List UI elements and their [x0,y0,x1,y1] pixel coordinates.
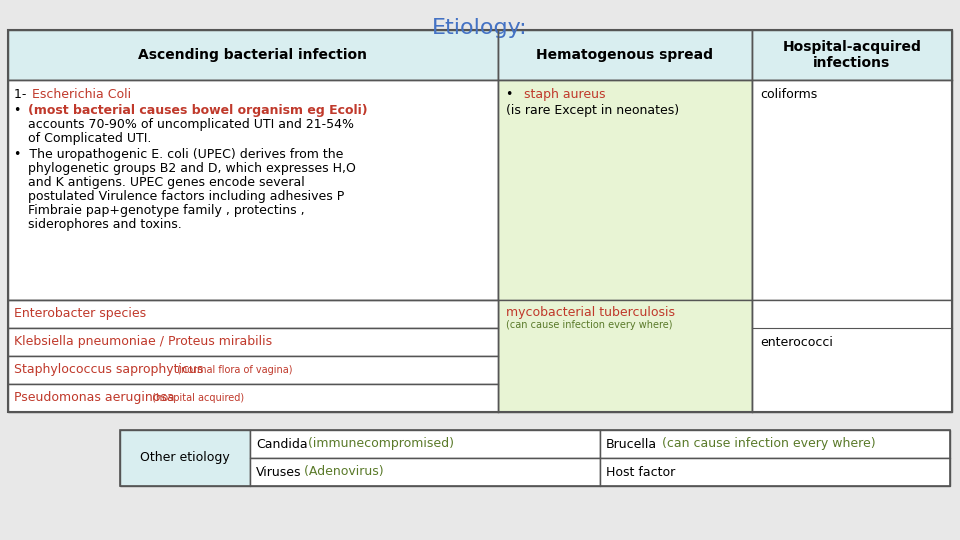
Text: (most bacterial causes bowel organism eg Ecoli): (most bacterial causes bowel organism eg… [28,104,368,117]
Text: •: • [14,104,30,117]
Text: (Adenovirus): (Adenovirus) [300,465,384,478]
Bar [498,30,752,80]
Text: mycobacterial tuberculosis: mycobacterial tuberculosis [506,306,675,319]
Bar [498,300,752,412]
Text: (can cause infection every where): (can cause infection every where) [658,437,876,450]
Text: •: • [506,88,525,101]
Bar [498,80,752,300]
Text: •  The uropathogenic E. coli (UPEC) derives from the: • The uropathogenic E. coli (UPEC) deriv… [14,148,344,161]
Text: enterococci: enterococci [760,335,833,348]
Bar [752,30,952,80]
Text: and K antigens. UPEC genes encode several: and K antigens. UPEC genes encode severa… [28,176,304,189]
Text: Brucella: Brucella [606,437,658,450]
Text: coliforms: coliforms [760,88,817,101]
Bar [752,80,952,300]
Text: phylogenetic groups B2 and D, which expresses H,O: phylogenetic groups B2 and D, which expr… [28,162,356,175]
Text: Staphylococcus saprophyticus: Staphylococcus saprophyticus [14,363,204,376]
Bar [8,80,498,300]
Text: (immunecompromised): (immunecompromised) [304,437,454,450]
Bar [120,430,250,486]
Text: Other etiology: Other etiology [140,451,229,464]
Bar [8,30,498,80]
Bar [8,300,498,328]
Text: (is rare Except in neonates): (is rare Except in neonates) [506,104,679,117]
Text: Hematogenous spread: Hematogenous spread [537,48,713,62]
Text: Candida: Candida [256,437,307,450]
Text: staph aureus: staph aureus [524,88,606,101]
Text: (can cause infection every where): (can cause infection every where) [506,320,673,330]
Text: Viruses: Viruses [256,465,301,478]
Text: Fimbraie pap+genotype family , protectins ,: Fimbraie pap+genotype family , protectin… [28,204,304,217]
Bar [250,458,600,486]
Bar [120,430,950,486]
Text: Etiology:: Etiology: [432,18,528,38]
Bar [600,430,950,458]
Text: (normal flora of vagina): (normal flora of vagina) [174,365,293,375]
Text: postulated Virulence factors including adhesives P: postulated Virulence factors including a… [28,190,345,203]
Bar [8,356,498,384]
Text: Pseudomonas aeruginosa: Pseudomonas aeruginosa [14,392,175,404]
Bar [752,300,952,412]
Bar [8,30,952,412]
Text: Host factor: Host factor [606,465,675,478]
Bar [8,384,498,412]
Bar [8,328,498,356]
Bar [250,430,600,458]
Text: 1-: 1- [14,88,31,101]
Text: Klebsiella pneumoniae / Proteus mirabilis: Klebsiella pneumoniae / Proteus mirabili… [14,335,272,348]
Text: of Complicated UTI.: of Complicated UTI. [28,132,152,145]
Text: Ascending bacterial infection: Ascending bacterial infection [138,48,368,62]
Text: Hospital-acquired
infections: Hospital-acquired infections [782,40,922,70]
Text: siderophores and toxins.: siderophores and toxins. [28,218,181,231]
Text: (hospital acquired): (hospital acquired) [149,393,244,403]
Text: Escherichia Coli: Escherichia Coli [32,88,132,101]
Text: Enterobacter species: Enterobacter species [14,307,146,321]
Bar [600,458,950,486]
Text: accounts 70-90% of uncomplicated UTI and 21-54%: accounts 70-90% of uncomplicated UTI and… [28,118,354,131]
